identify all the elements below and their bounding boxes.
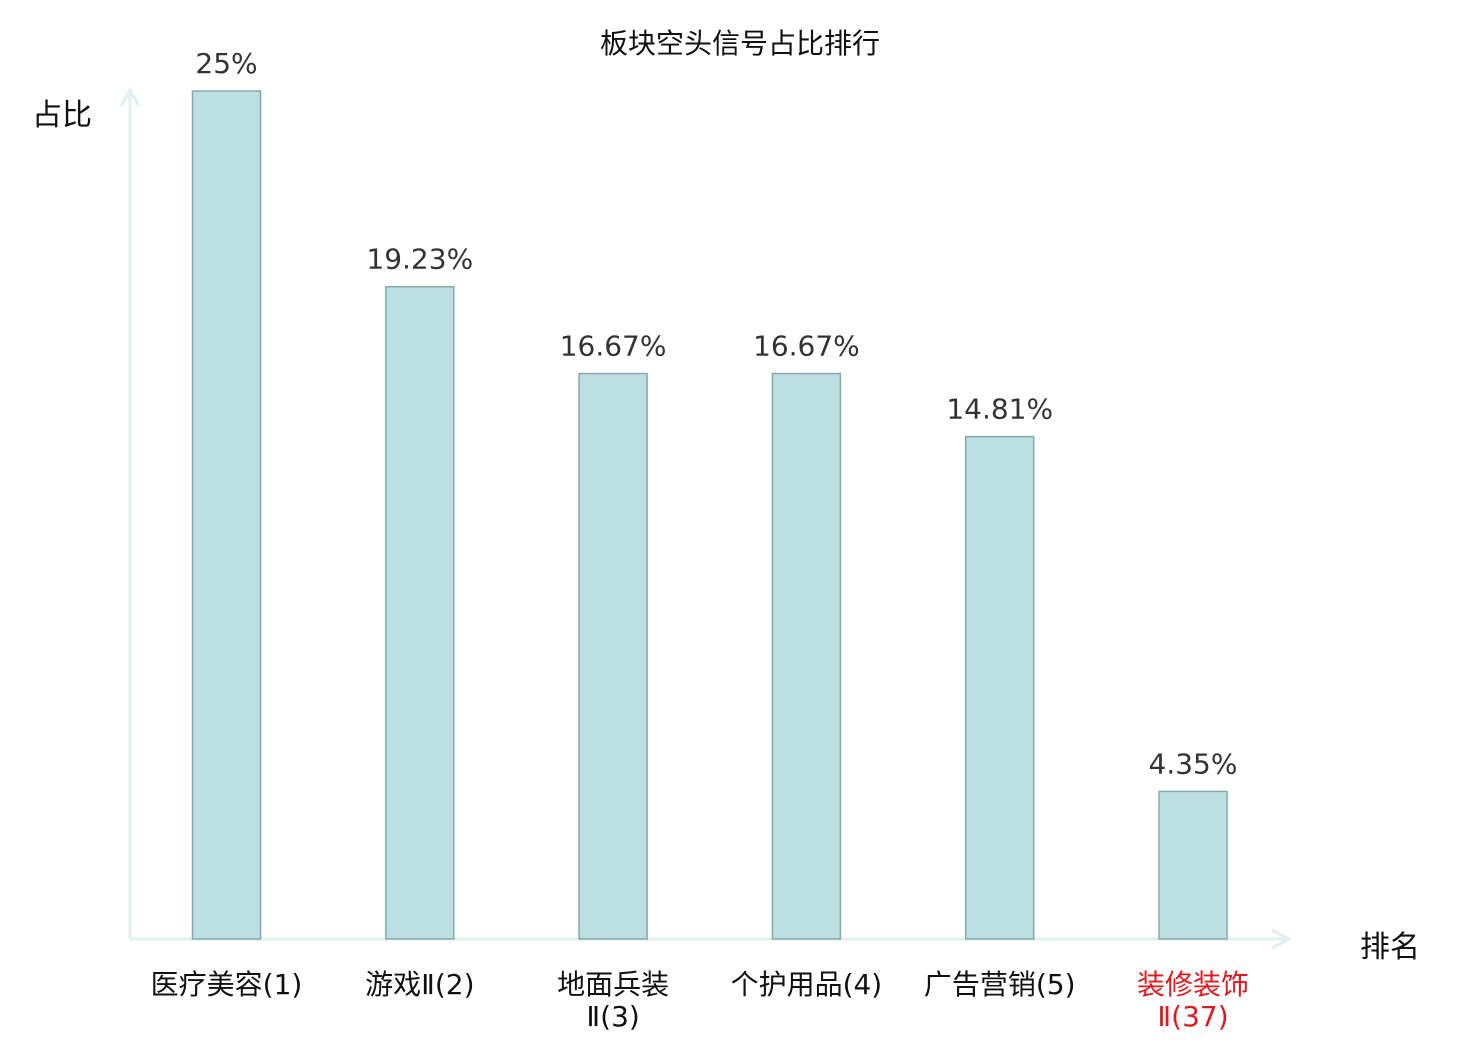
x-tick-label: 广告营销(5) [924,968,1076,1001]
bar-value-label: 4.35% [1149,747,1238,780]
bar-value-label: 16.67% [560,330,667,363]
y-axis-arrow [119,86,141,107]
bar-value-label: 25% [195,47,257,80]
x-tick-label: Ⅱ(37) [1157,1000,1228,1033]
x-tick-label: 医疗美容(1) [151,968,303,1001]
bar [385,285,455,940]
bar [578,372,648,940]
x-tick-label: 个护用品(4) [731,968,883,1001]
bar [964,435,1035,940]
bar [1158,790,1228,940]
x-tick-label: 装修装饰 [1137,968,1249,1001]
value-labels: 25% 19.23% 16.67% 16.67% 14.81% 4.35% [195,47,1237,780]
x-tick-label: Ⅱ(3) [586,1000,639,1033]
x-axis-arrow [1271,928,1293,950]
bar-value-label: 14.81% [946,393,1053,426]
bar [771,372,842,940]
bar [191,90,262,940]
chart-title: 板块空头信号占比排行 [599,27,880,60]
x-tick-label: 游戏Ⅱ(2) [365,968,474,1001]
x-axis-label: 排名 [1360,930,1420,965]
bar-value-label: 19.23% [366,243,473,276]
bar-series [191,90,1228,940]
y-axis-label: 占比 [32,98,92,133]
bar-value-label: 16.67% [753,330,860,363]
x-tick-label: 地面兵装 [557,968,669,1001]
chart-axes [119,86,1293,950]
